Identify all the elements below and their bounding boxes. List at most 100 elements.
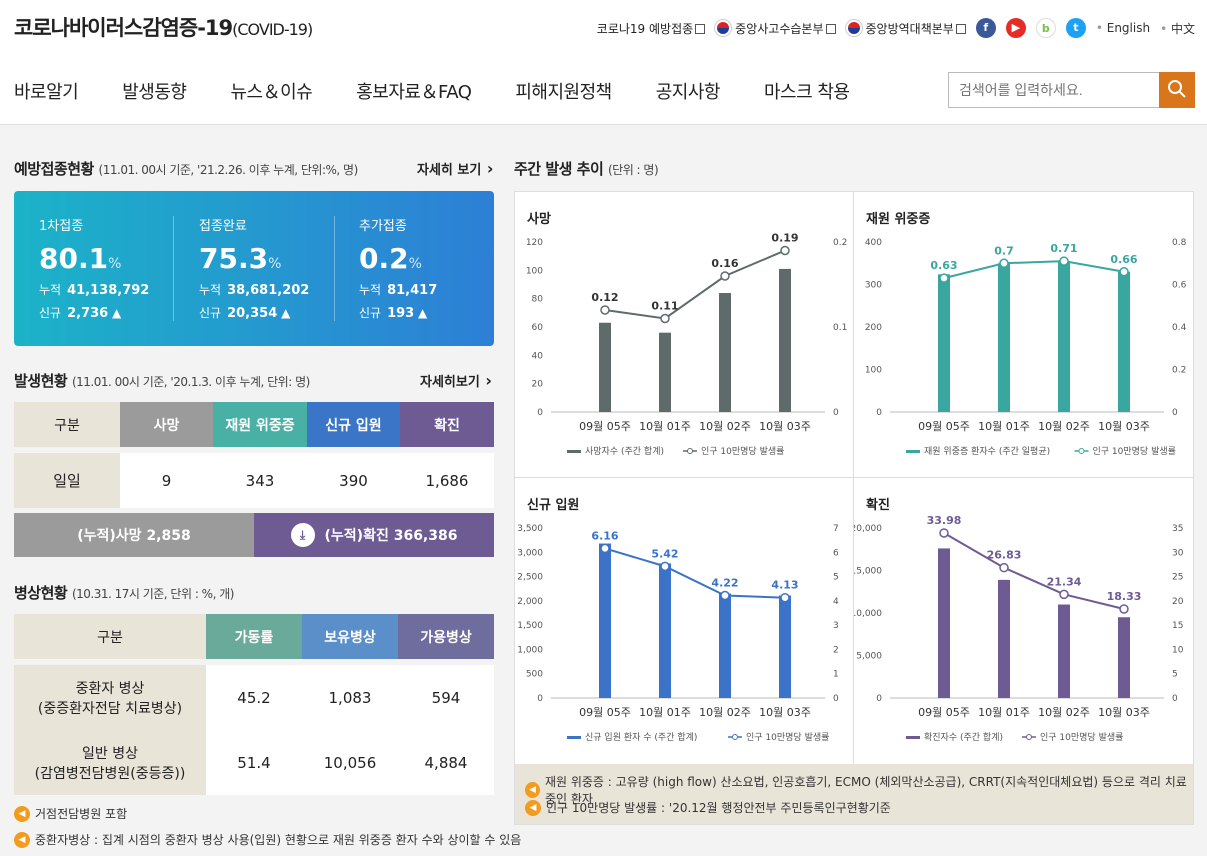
data-label: 0.63	[930, 259, 957, 272]
y-tick-label: 300	[865, 281, 882, 291]
bar	[599, 322, 611, 412]
bar	[1058, 604, 1070, 698]
data-label: 4.13	[771, 579, 798, 592]
weekly-note: ◀ 인구 10만명당 발생률 : '20.12월 행정안전부 주민등록인구현황기준	[525, 799, 891, 816]
nav-item[interactable]: 피해지원정책	[515, 82, 612, 103]
bar	[1058, 261, 1070, 412]
korea-flag-icon	[715, 19, 732, 36]
data-label: 21.34	[1047, 575, 1082, 588]
y-tick-label: 0	[876, 408, 882, 418]
rate-point	[600, 543, 610, 554]
rate-point	[999, 562, 1009, 573]
y2-tick-label: 0.2	[1172, 366, 1186, 376]
chart-confirmed: 확진 0 5,000 10,000 15,000 20,000 0 5 10 15 20 25 30 3…	[854, 478, 1193, 764]
bar	[1118, 617, 1130, 698]
search-input[interactable]	[948, 72, 1159, 108]
weekly-charts: 사망 0 20 40 60 80 100 120 0 0.1 0.2 09월 05주 10월 01주 1…	[514, 191, 1194, 825]
x-tick-label: 09월 05주	[579, 420, 631, 433]
chart-title: 신규 입원	[527, 498, 580, 513]
legend-swatch	[567, 450, 581, 453]
y-tick-label: 3,500	[517, 524, 543, 534]
legend-label: 인구 10만명당 발생률	[1093, 446, 1176, 457]
twitter-icon[interactable]: t	[1065, 18, 1086, 38]
y-tick-label: 100	[865, 366, 882, 376]
speaker-icon: ◀	[525, 799, 541, 816]
download-icon[interactable]: ⤓	[290, 523, 315, 547]
rate-point	[1119, 604, 1129, 614]
x-tick-label: 10월 03주	[759, 706, 811, 719]
table-header: 구분	[14, 614, 206, 659]
rate-point	[780, 245, 790, 256]
y2-tick-label: 10	[1172, 645, 1184, 655]
chinese-link[interactable]: 中文	[1160, 20, 1195, 37]
table-cell: 4,884	[424, 753, 468, 772]
legend-swatch	[906, 450, 920, 453]
facebook-icon[interactable]: f	[975, 18, 996, 38]
table-header: 보유병상	[302, 614, 398, 659]
legend-label: 재원 위중증 환자수 (주간 일평균)	[924, 445, 1050, 457]
nav-item[interactable]: 마스크 착용	[763, 82, 850, 103]
table-header: 구분	[14, 402, 120, 447]
y-tick-label: 400	[865, 238, 882, 248]
nav-item[interactable]: 홍보자료＆FAQ	[356, 82, 472, 103]
y-tick-label: 1,000	[517, 645, 543, 655]
data-label: 0.7	[994, 244, 1014, 257]
y2-tick-label: 15	[1172, 621, 1183, 631]
y2-tick-label: 3	[833, 621, 839, 631]
y2-tick-label: 0	[1172, 408, 1178, 418]
cdsch-link[interactable]: 중앙사고수습본부	[715, 19, 835, 37]
y-tick-label: 10,000	[854, 609, 882, 619]
rate-point	[939, 273, 949, 283]
bar	[998, 579, 1010, 698]
english-link[interactable]: English	[1096, 21, 1150, 35]
occurrence-more-link[interactable]: 자세히보기	[420, 371, 492, 390]
data-label: 6.16	[591, 529, 618, 542]
data-label: 0.11	[651, 300, 678, 313]
y2-tick-label: 7	[833, 524, 839, 534]
y2-tick-label: 2	[833, 645, 839, 655]
youtube-icon[interactable]: ▶	[1005, 18, 1026, 38]
y-tick-label: 200	[865, 323, 882, 333]
nav-item[interactable]: 발생동향	[122, 82, 187, 103]
y2-tick-label: 4	[833, 597, 839, 607]
vaccine-link[interactable]: 코로나19 예방접종	[597, 20, 705, 37]
y2-tick-label: 0.2	[833, 238, 847, 248]
y-tick-label: 15,000	[854, 567, 882, 577]
table-header: 확진	[400, 402, 494, 447]
rate-point	[720, 271, 730, 281]
site-logo[interactable]: 코로나바이러스감염증-19(COVID-19)	[14, 16, 313, 40]
x-tick-label: 10월 01주	[639, 420, 691, 433]
bar	[1118, 271, 1130, 412]
weekly-note: ◀ 재원 위중증 : 고유량 (high flow) 산소요법, 인공호흡기, E…	[525, 773, 1193, 807]
hospitalized-chart: 0 500 1,000 1,500 2,000 2,500 3,000 3,500 0 1 2 3 4 5…	[517, 524, 839, 743]
blog-icon[interactable]: b	[1035, 18, 1056, 38]
legend-swatch	[1078, 448, 1085, 454]
bar	[779, 268, 791, 412]
x-tick-label: 10월 03주	[1098, 420, 1150, 433]
cdh-link[interactable]: 중앙방역대책본부	[845, 19, 966, 37]
data-label: 26.83	[987, 549, 1022, 562]
legend-label: 인구 10만명당 발생률	[701, 446, 784, 457]
legend-swatch	[1026, 734, 1032, 740]
search-button[interactable]	[1159, 72, 1195, 108]
y2-tick-label: 0	[833, 408, 839, 418]
chart-deaths: 사망 0 20 40 60 80 100 120 0 0.1 0.2 09월 05주 10월 01주 1…	[515, 192, 854, 478]
legend-label: 신규 입원 환자 수 (주간 합계)	[585, 731, 697, 743]
table-cell: 9	[120, 453, 213, 508]
row-label: 일일	[14, 453, 120, 508]
y-tick-label: 2,000	[517, 597, 543, 607]
search-box	[948, 72, 1195, 108]
bar	[659, 332, 671, 412]
nav-item[interactable]: 공지사항	[655, 82, 721, 103]
data-label: 0.19	[771, 232, 798, 245]
vaccination-more-link[interactable]: 자세히 보기	[417, 159, 494, 178]
site-header: 코로나바이러스감염증-19(COVID-19) 코로나19 예방접종 중앙사고수…	[0, 0, 1207, 125]
critical-chart: 0 100 200 300 400 0 0.2 0.4 0.6 0.8 09월 05주 10월 01주…	[865, 238, 1187, 457]
y-tick-label: 0	[537, 694, 543, 704]
cumulative-death: (누적)사망 2,858	[14, 513, 254, 557]
data-label: 0.66	[1110, 253, 1137, 266]
nav-item[interactable]: 바로알기	[14, 82, 79, 103]
nav-item[interactable]: 뉴스＆이슈	[230, 82, 313, 103]
cumulative-confirmed[interactable]: ⤓ (누적)확진 366,386	[254, 513, 494, 557]
legend-label: 확진자수 (주간 합계)	[924, 731, 1003, 743]
